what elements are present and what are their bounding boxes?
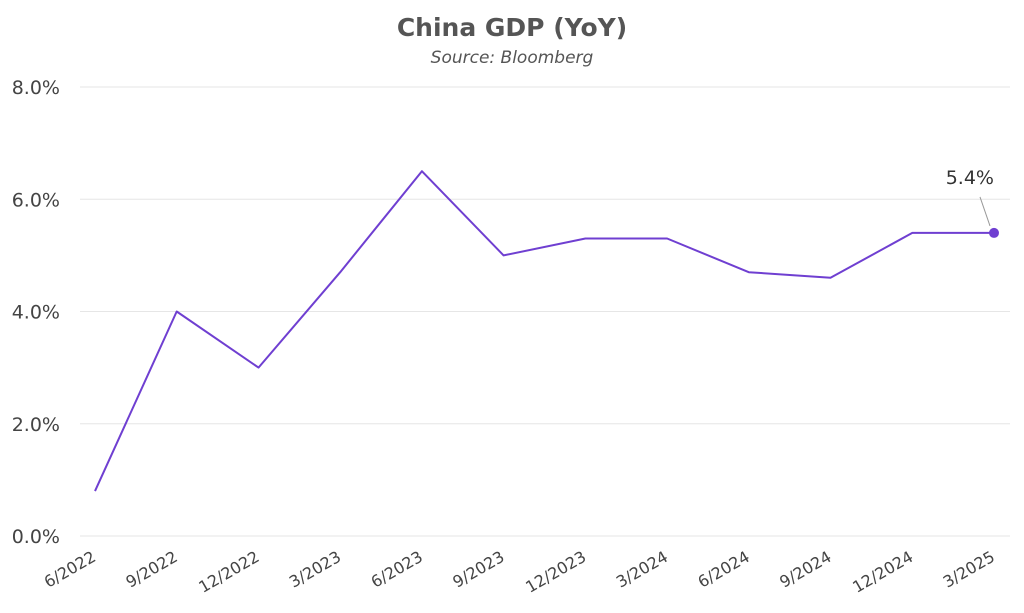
x-tick-label: 3/2024 — [613, 547, 671, 592]
x-tick-label: 12/2024 — [849, 547, 916, 597]
x-tick-label: 3/2023 — [286, 547, 344, 592]
annotation-label: 5.4% — [946, 167, 994, 189]
x-tick-label: 3/2025 — [940, 547, 998, 592]
x-tick-label: 9/2022 — [122, 547, 180, 592]
x-tick-label: 12/2022 — [195, 547, 262, 597]
chart-title: China GDP (YoY) — [397, 13, 627, 42]
y-tick-label: 0.0% — [12, 526, 60, 548]
x-tick-label: 12/2023 — [522, 547, 589, 597]
annotation-layer: 5.4% — [946, 167, 999, 238]
x-axis-ticks: 6/2022 9/2022 12/2022 3/2023 6/2023 9/2023 12/… — [41, 547, 998, 597]
x-tick-label: 9/2023 — [449, 547, 507, 592]
x-tick-label: 6/2023 — [368, 547, 426, 592]
last-point-marker — [989, 227, 999, 238]
x-tick-label: 6/2024 — [695, 547, 753, 592]
x-tick-label: 6/2022 — [41, 547, 99, 592]
chart-subtitle: Source: Bloomberg — [431, 48, 594, 68]
y-tick-label: 8.0% — [12, 77, 60, 99]
annotation-leader — [979, 196, 991, 227]
y-tick-label: 4.0% — [12, 302, 60, 324]
y-axis-ticks: 0.0% 2.0% 4.0% 6.0% 8.0% — [12, 77, 60, 548]
series-line-0 — [94, 170, 994, 492]
y-tick-label: 2.0% — [12, 414, 60, 436]
series-layer — [94, 170, 994, 492]
gridlines — [80, 86, 1010, 537]
x-tick-label: 9/2024 — [776, 547, 834, 592]
y-tick-label: 6.0% — [12, 189, 60, 211]
